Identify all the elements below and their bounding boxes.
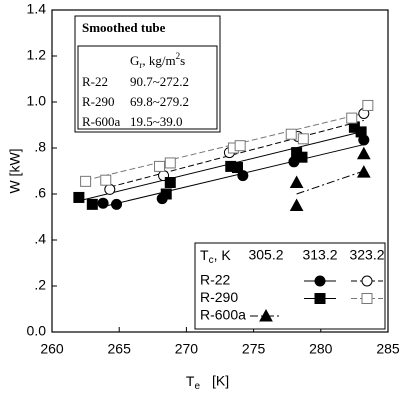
x-tick-label: 265 bbox=[108, 341, 132, 357]
y-tick-label: .6 bbox=[34, 185, 46, 201]
fit-line bbox=[78, 131, 362, 202]
x-tick-label: 280 bbox=[309, 341, 333, 357]
marker-square bbox=[160, 188, 172, 200]
plot-frame bbox=[51, 9, 389, 333]
h4: s bbox=[180, 53, 185, 68]
marker-square bbox=[231, 162, 243, 174]
marker-circle bbox=[104, 183, 116, 195]
inset-row-value: 69.8~279.2 bbox=[130, 94, 189, 109]
lt2: , K bbox=[214, 247, 232, 263]
x-axis-label: Te bbox=[186, 373, 201, 392]
fit-line bbox=[296, 170, 364, 195]
y-tick-label: 1.0 bbox=[27, 93, 47, 109]
inset-table bbox=[77, 45, 218, 130]
marker-triangle bbox=[289, 175, 304, 188]
marker-square bbox=[314, 293, 326, 304]
x-axis-unit: [K] bbox=[212, 373, 229, 389]
inset-box bbox=[74, 15, 221, 133]
x-tick-label: 270 bbox=[175, 341, 199, 357]
marker-square bbox=[346, 112, 358, 124]
h1: r bbox=[139, 60, 142, 70]
inset-row-value: 90.7~272.2 bbox=[130, 74, 189, 89]
marker-square bbox=[100, 174, 112, 186]
fit-line bbox=[102, 144, 364, 208]
fit-line bbox=[85, 111, 368, 181]
marker-circle bbox=[97, 197, 109, 209]
inset-row-label: R-290 bbox=[82, 94, 115, 109]
marker-circle bbox=[111, 198, 123, 210]
legend-title: Tc, K bbox=[200, 247, 231, 266]
legend-label: R-22 bbox=[200, 272, 231, 288]
marker-square bbox=[80, 175, 92, 187]
marker-square bbox=[164, 177, 176, 188]
marker-square bbox=[164, 157, 176, 169]
y-tick-label: .8 bbox=[34, 139, 46, 155]
fit-line bbox=[109, 119, 364, 188]
legend-column: 305.2 bbox=[248, 247, 283, 263]
lt0: T bbox=[200, 247, 209, 263]
y-tick-label: 0.0 bbox=[27, 323, 47, 339]
marker-square bbox=[361, 293, 373, 304]
inset-row-label: R-600a bbox=[82, 114, 121, 129]
marker-square bbox=[355, 126, 367, 138]
x-tick-label: 285 bbox=[376, 341, 400, 357]
x-axis-label-sub: e bbox=[194, 381, 200, 392]
x-tick-label: 260 bbox=[40, 341, 64, 357]
inset-header: Gr, kg/m2s bbox=[130, 51, 185, 70]
lt1: c bbox=[209, 255, 214, 266]
marker-triangle bbox=[259, 308, 273, 322]
marker-triangle bbox=[356, 165, 371, 178]
inset-title: Smoothed tube bbox=[82, 20, 166, 35]
marker-square bbox=[154, 160, 166, 172]
x-tick-label: 275 bbox=[242, 341, 266, 357]
marker-square bbox=[297, 133, 309, 145]
legend-box bbox=[194, 242, 386, 330]
y-tick-label: 1.4 bbox=[27, 1, 47, 17]
marker-square bbox=[86, 198, 98, 210]
legend-label: R-600a bbox=[200, 307, 246, 323]
marker-triangle bbox=[289, 198, 304, 211]
y-tick-label: 1.2 bbox=[27, 47, 47, 63]
h3: 2 bbox=[176, 51, 181, 61]
y-tick-label: .4 bbox=[34, 231, 46, 247]
marker-square bbox=[362, 99, 374, 111]
marker-square bbox=[73, 191, 85, 203]
marker-square bbox=[296, 151, 308, 163]
inset-row-value: 19.5~39.0 bbox=[130, 114, 183, 129]
h0: G bbox=[130, 53, 139, 68]
marker-square bbox=[285, 128, 297, 140]
marker-circle bbox=[361, 275, 373, 287]
y-axis-label: W [kW] bbox=[7, 148, 23, 193]
legend-column: 313.2 bbox=[302, 247, 337, 263]
y-tick-label: .2 bbox=[34, 277, 46, 293]
inset-row-label: R-22 bbox=[82, 74, 108, 89]
marker-square bbox=[234, 140, 246, 152]
marker-triangle bbox=[356, 146, 371, 160]
marker-circle bbox=[314, 275, 326, 287]
legend-column: 323.2 bbox=[349, 247, 384, 263]
h2: , kg/m bbox=[142, 53, 175, 68]
x-axis-label-main: T bbox=[186, 373, 195, 389]
legend-label: R-290 bbox=[200, 289, 238, 305]
